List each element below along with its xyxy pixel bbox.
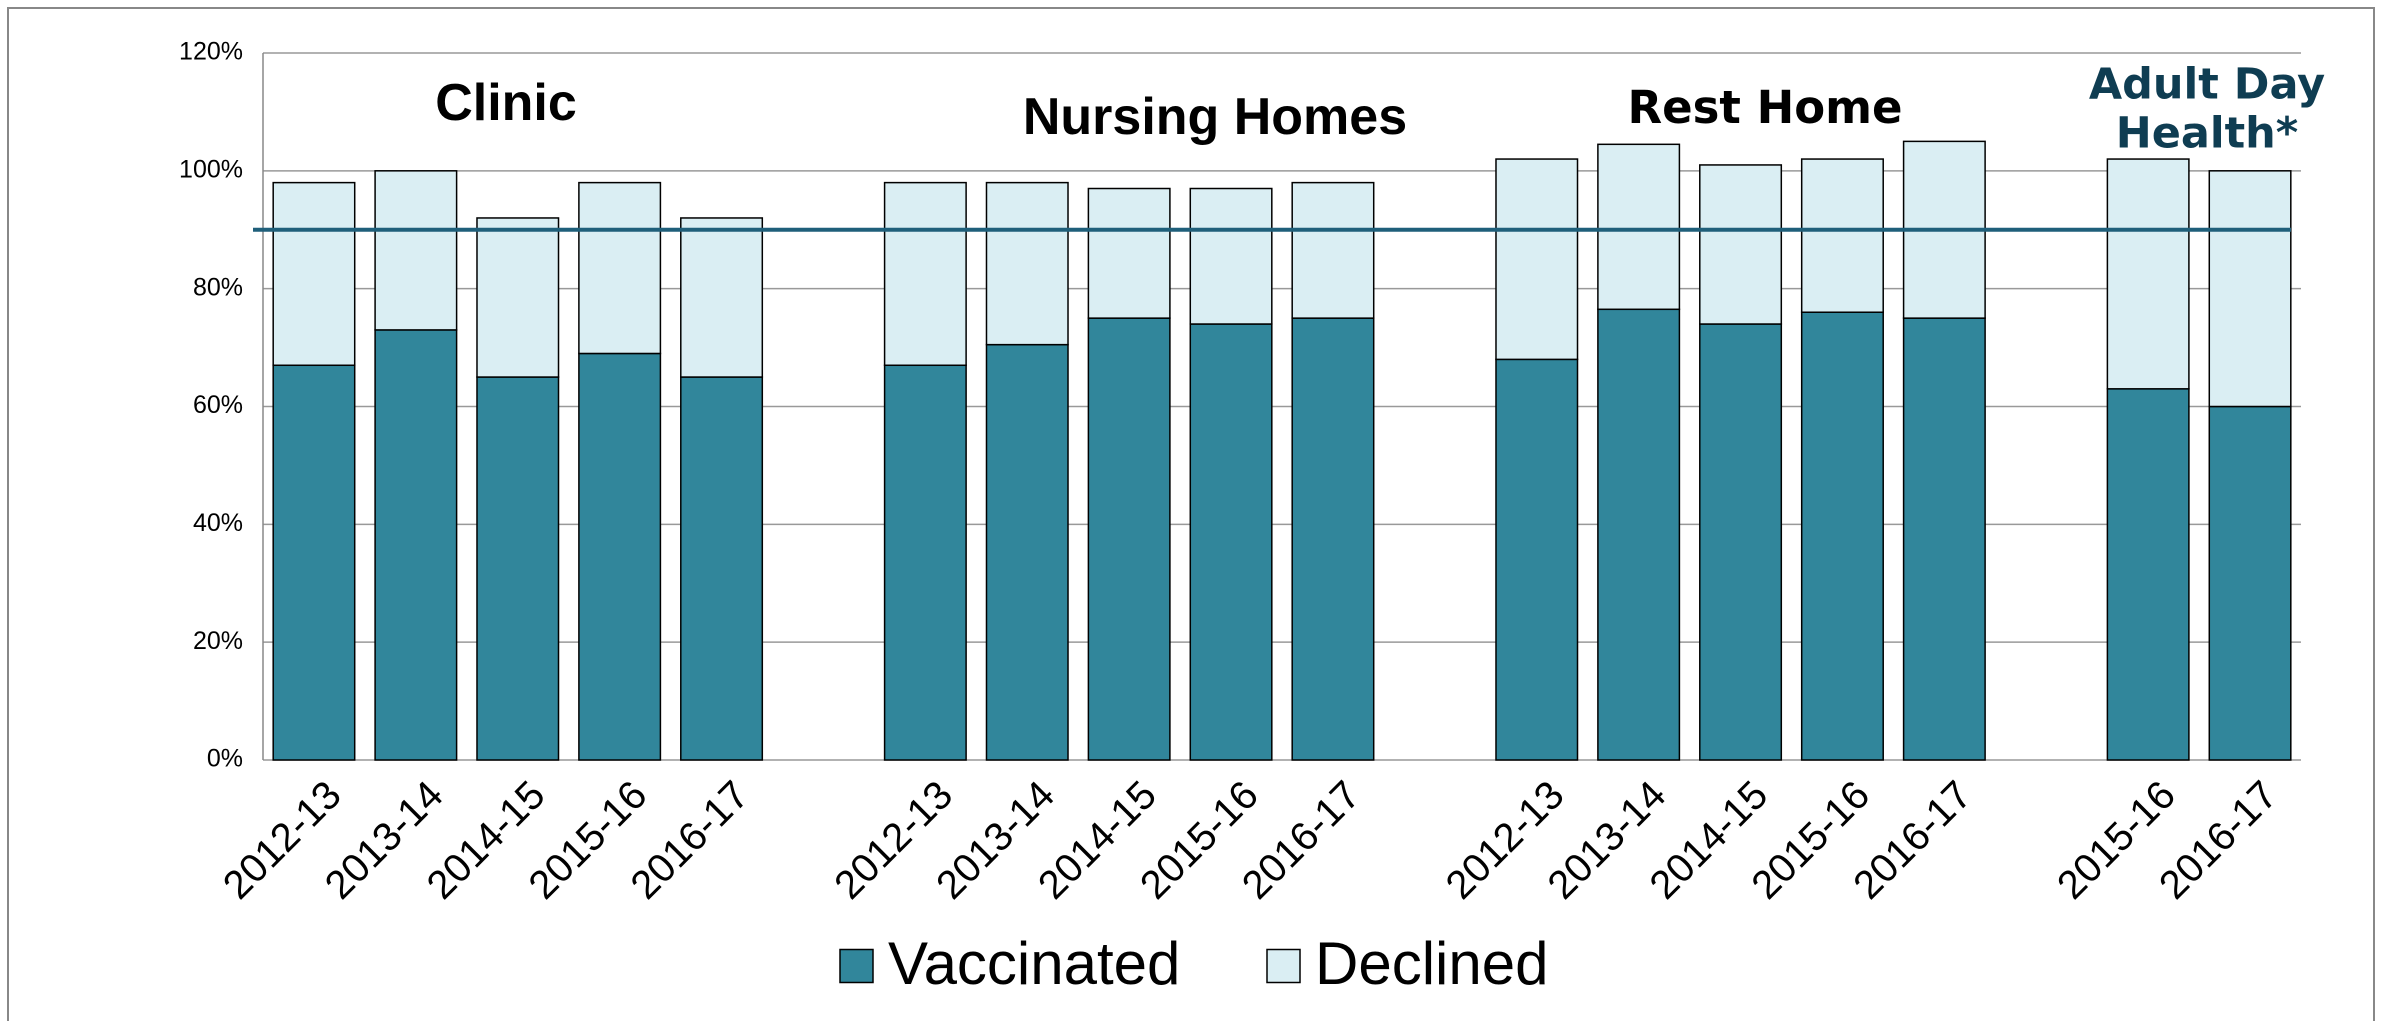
bar-segment: [578, 352, 662, 761]
frame: [7, 7, 2375, 1021]
bar-segment: [476, 217, 560, 378]
bar-segment: [1087, 187, 1171, 319]
bar-segment: [578, 181, 662, 355]
y-tick-label: 0%: [207, 745, 243, 773]
bar-segment: [1291, 317, 1375, 761]
bar-segment: [374, 170, 458, 331]
bar-segment: [1087, 317, 1171, 761]
legend-label: Vaccinated: [888, 930, 1180, 997]
bar-segment: [680, 376, 764, 761]
bar-segment: [1800, 311, 1884, 761]
bar-segment: [1699, 323, 1783, 761]
bar-segment: [1597, 143, 1681, 311]
bar-segment: [1902, 317, 1986, 761]
bar-segment: [1597, 308, 1681, 761]
bar-segment: [1189, 187, 1273, 325]
bar-segment: [272, 364, 356, 761]
bar-segment: [1495, 158, 1579, 361]
group-label: Nursing Homes: [1022, 88, 1408, 147]
y-tick-label: 100%: [179, 155, 243, 183]
bar-segment: [2208, 170, 2292, 408]
bar-segment: [2208, 405, 2292, 761]
bar-segment: [883, 364, 967, 761]
legend-swatch: [1266, 948, 1301, 984]
group-label: Rest Home: [1627, 81, 1903, 135]
bar-segment: [374, 329, 458, 761]
group-label: Adult Day Health*: [2088, 59, 2326, 159]
bar-segment: [1291, 181, 1375, 319]
y-tick-label: 20%: [193, 627, 243, 655]
bar-segment: [1189, 323, 1273, 761]
bar-segment: [2106, 158, 2190, 390]
bar-segment: [883, 181, 967, 367]
legend-swatch: [839, 948, 874, 984]
bar-segment: [985, 343, 1069, 761]
bar-segment: [476, 376, 560, 761]
bar-segment: [1699, 164, 1783, 325]
legend-label: Declined: [1315, 930, 1548, 997]
group-label: Clinic: [435, 74, 577, 133]
bar-segment: [272, 181, 356, 367]
y-tick-label: 60%: [193, 391, 243, 419]
bar-segment: [1800, 158, 1884, 313]
bar-segment: [2106, 388, 2190, 761]
y-tick-label: 80%: [193, 273, 243, 301]
y-tick-label: 40%: [193, 509, 243, 537]
bar-segment: [985, 181, 1069, 346]
y-tick-label: 120%: [179, 38, 243, 66]
bar-segment: [680, 217, 764, 378]
bar-segment: [1495, 358, 1579, 761]
